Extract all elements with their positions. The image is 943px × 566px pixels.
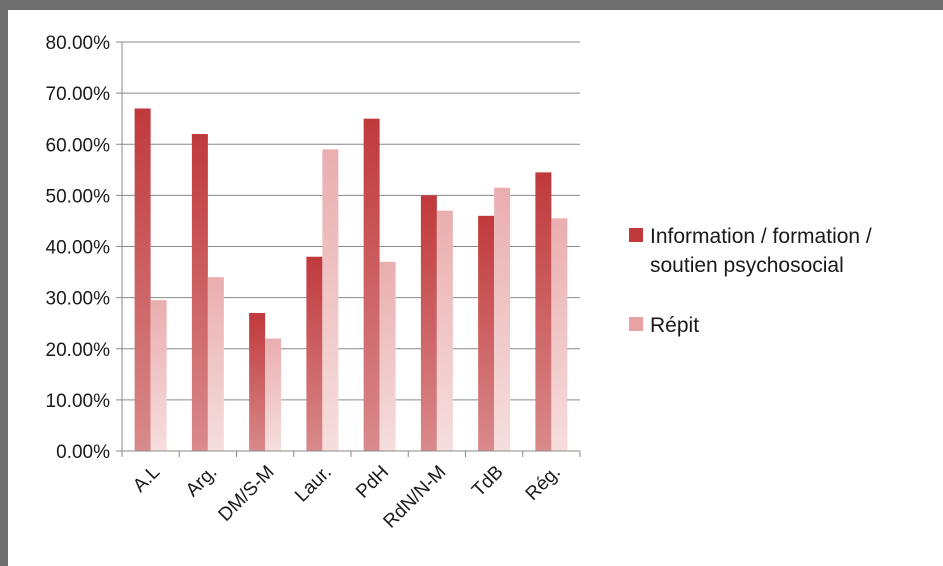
x-category-label: Arg. (182, 462, 221, 501)
legend-label-repit: Répit (650, 314, 699, 337)
bar-repit (436, 210, 453, 451)
bar-repit (551, 218, 568, 451)
axes (116, 41, 581, 457)
bar-repit (322, 149, 339, 452)
x-category-label: DM/S-M (215, 462, 279, 526)
gridlines (122, 41, 580, 401)
legend-swatch-information (629, 228, 643, 242)
bar-repit (379, 261, 396, 451)
bar-repit (265, 338, 282, 451)
bars (134, 108, 568, 452)
bar-information (363, 118, 380, 451)
y-tick-label: 80.00% (46, 33, 111, 54)
bar-repit (494, 187, 511, 452)
y-tick-label: 30.00% (46, 289, 111, 310)
bar-information (535, 172, 552, 451)
bar-information (478, 215, 495, 451)
legend-swatch-repit (629, 317, 643, 331)
bar-information (306, 256, 323, 451)
x-category-label: A.L (129, 462, 164, 497)
legend-label-information-line2: soutien psychosocial (650, 254, 844, 277)
legend: Information / formation / soutien psycho… (629, 225, 872, 337)
x-category-label: Laur. (291, 462, 336, 507)
legend-label-information-line1: Information / formation / (650, 225, 872, 248)
bar-information (134, 108, 151, 452)
x-category-label: RdN/N-M (380, 462, 451, 533)
y-tick-label: 20.00% (46, 340, 111, 361)
bar-information (249, 312, 266, 451)
bar-information (420, 195, 437, 451)
y-tick-label: 40.00% (46, 238, 111, 259)
bar-information (191, 134, 208, 451)
bar-chart: 0.00% 10.00% 20.00% 30.00% 40.00% 50.00% 60.00… (46, 33, 872, 533)
y-tick-label: 10.00% (46, 391, 111, 412)
y-tick-label: 50.00% (46, 186, 111, 207)
x-category-label: TdB (468, 462, 507, 501)
y-tick-label: 60.00% (46, 135, 111, 156)
y-tick-label: 70.00% (46, 84, 111, 105)
bar-repit (150, 300, 167, 451)
bar-repit (207, 277, 224, 451)
chart-frame: 0.00% 10.00% 20.00% 30.00% 40.00% 50.00% 60.00… (8, 10, 943, 566)
x-category-label: PdH (352, 462, 393, 503)
y-tick-label: 0.00% (56, 442, 110, 463)
x-category-label: Rég. (522, 462, 565, 505)
